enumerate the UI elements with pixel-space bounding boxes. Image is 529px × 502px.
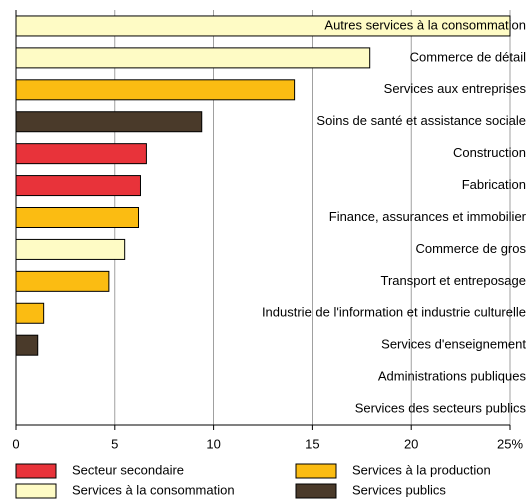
category-label: Industrie de l'information et industrie …	[262, 305, 526, 320]
bar	[15, 79, 296, 101]
x-tick-label: 15	[305, 436, 319, 451]
legend-swatch	[15, 463, 57, 479]
category-label: Construction	[453, 145, 526, 160]
legend-swatch	[15, 483, 57, 499]
x-tick-label: 10	[206, 436, 220, 451]
bar	[15, 111, 203, 133]
category-label: Autres services à la consommation	[324, 17, 526, 32]
legend-label: Services publics	[352, 482, 446, 497]
category-label: Administrations publiques	[378, 369, 527, 384]
category-label: Services d'enseignement	[381, 337, 526, 352]
legend-label: Services à la consommation	[72, 482, 235, 497]
category-label: Finance, assurances et immobilier	[329, 209, 527, 224]
x-tick-label: 0	[12, 436, 19, 451]
bar	[15, 270, 110, 292]
bar	[15, 207, 140, 228]
bar	[15, 175, 141, 197]
category-label: Transport et entreposage	[381, 273, 527, 288]
legend-label: Secteur secondaire	[72, 462, 184, 477]
x-tick-label: 5	[111, 436, 118, 451]
bar	[15, 334, 39, 356]
category-label: Soins de santé et assistance sociale	[316, 113, 526, 128]
category-label: Commerce de détail	[410, 49, 526, 64]
bar	[15, 238, 126, 260]
legend-swatch	[295, 483, 337, 499]
category-label: Fabrication	[462, 177, 526, 192]
category-label: Services des secteurs publics	[355, 400, 527, 415]
category-label: Commerce de gros	[415, 241, 526, 256]
bar	[15, 143, 147, 165]
x-tick-label: 25%	[497, 436, 523, 451]
bar	[15, 302, 45, 324]
x-tick-label: 20	[404, 436, 418, 451]
legend-label: Services à la production	[352, 462, 491, 477]
legend-swatch	[295, 463, 337, 479]
category-label: Services aux entreprises	[384, 81, 527, 96]
bar	[15, 47, 371, 69]
